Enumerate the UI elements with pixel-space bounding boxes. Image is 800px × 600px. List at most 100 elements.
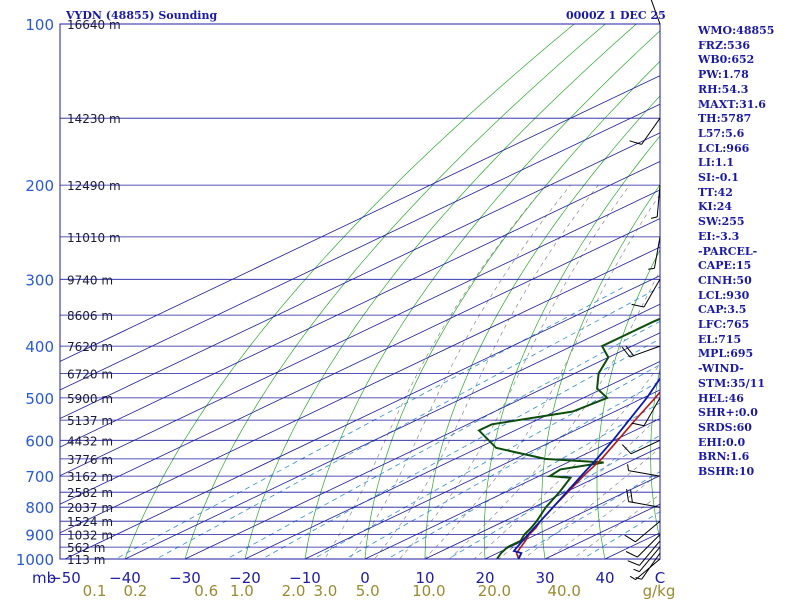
wind-barb (629, 558, 661, 581)
height-level-label: 4432 m (67, 434, 113, 448)
temperature-tick-label: 20 (475, 569, 494, 587)
index-item: WB0:652 (698, 53, 755, 67)
wind-barb-flag (626, 489, 629, 502)
index-item: BSHR:10 (698, 465, 755, 479)
isotherm-line (244, 360, 660, 559)
wind-barb (631, 279, 661, 308)
dewpoint-profile-line (477, 317, 660, 559)
isotherm-line (424, 446, 660, 559)
x-axis-unit-label: mb (32, 569, 56, 587)
mixing-ratio-tick-label: 0.6 (194, 582, 218, 600)
index-item: EHI:0.0 (698, 435, 746, 449)
mixing-ratio-line (225, 320, 660, 559)
wind-barb (629, 117, 661, 145)
index-item: TH:5787 (698, 112, 752, 126)
pressure-tick-label: 100 (25, 16, 54, 34)
wind-barb (627, 540, 661, 566)
temperature-tick-label: −30 (169, 569, 201, 587)
isotherm-line (60, 75, 660, 362)
mixing-ratio-line (114, 286, 625, 559)
wind-barb-staff (650, 0, 661, 25)
temperature-tick-label: −20 (229, 569, 261, 587)
index-item: -WIND- (698, 362, 744, 376)
isotherm-line (304, 389, 660, 559)
wind-barb (635, 552, 661, 580)
height-level-label: 11010 m (67, 231, 121, 245)
wind-barb-staff (643, 279, 661, 308)
wind-barb-staff (629, 345, 661, 358)
isotherm-line (364, 418, 660, 559)
wind-barb-staff (641, 117, 661, 145)
mixing-ratio-line (447, 434, 660, 559)
wind-barb (626, 489, 661, 508)
height-level-label: 12490 m (67, 179, 121, 193)
index-item: L57:5.6 (698, 126, 745, 140)
index-item: EI:-3.3 (698, 229, 740, 243)
index-item: TT:42 (698, 185, 733, 199)
wind-barb-flag (625, 345, 635, 357)
index-item: SHR+:0.0 (698, 406, 758, 420)
dry-adiabat-line (304, 30, 660, 559)
wind-barb-half-flag (629, 575, 636, 581)
index-item: FRZ:536 (698, 38, 751, 52)
mixing-ratio-tick-label: 5.0 (356, 582, 380, 600)
moist-adiabat-line (448, 270, 660, 559)
temperature-tick-label: 40 (595, 569, 614, 587)
temperature-tick-label: −40 (109, 569, 141, 587)
height-level-label: 7620 m (67, 340, 113, 354)
index-item: SW:255 (698, 215, 745, 229)
index-item: LCL:966 (698, 141, 750, 155)
wind-barb-staff (641, 552, 661, 580)
wind-barb-staff (639, 546, 661, 572)
wind-barb-flag (630, 489, 633, 503)
isotherm-line (60, 160, 660, 448)
height-level-label: 1524 m (67, 515, 113, 529)
isotherm-line (60, 132, 660, 419)
dry-adiabat-line (244, 24, 637, 559)
index-item: CAP:3.5 (698, 303, 747, 317)
moist-adiabat-line (473, 363, 660, 559)
wind-barb-flag (625, 551, 638, 558)
pressure-tick-label: 300 (25, 271, 54, 289)
index-item: MAXT:31.6 (698, 97, 766, 111)
index-item: CAPE:15 (698, 259, 752, 273)
index-item: SRDS:60 (698, 420, 752, 434)
wind-barb (624, 520, 661, 543)
pressure-tick-label: 800 (25, 499, 54, 517)
plot-frame (59, 23, 661, 560)
parcel-path-line (512, 376, 660, 559)
pressure-tick-label: 1000 (16, 551, 54, 569)
moist-adiabat-line (498, 414, 660, 559)
wind-barb-flag (629, 140, 642, 145)
wind-barb-half-flag (648, 267, 655, 270)
height-level-label: 9740 m (67, 273, 113, 287)
mixing-ratio-line (386, 402, 660, 559)
wind-barb-half-flag (635, 577, 642, 580)
mixing-ratio-tick-label: 40.0 (547, 582, 580, 600)
height-level-label: 1032 m (67, 529, 113, 543)
wind-barb-flag (627, 560, 640, 566)
index-item: STM:35/11 (698, 376, 765, 390)
temperature-tick-label: −10 (289, 569, 321, 587)
temperature-profile-line (515, 390, 660, 559)
height-level-label: 3162 m (67, 470, 113, 484)
index-item: WMO:48855 (698, 24, 775, 37)
temperature-unit-label: C (655, 569, 665, 587)
moist-adiabat-line (374, 184, 599, 559)
dry-adiabat-line (124, 24, 575, 559)
mixing-ratio-tick-label: 10.0 (412, 582, 445, 600)
mixing-ratio-tick-label: 2.0 (282, 582, 306, 600)
sounding-datetime: 0000Z 1 DEC 25 (566, 9, 666, 22)
wind-barb-staff (639, 540, 661, 566)
moist-adiabat-line (423, 193, 660, 559)
pressure-tick-label: 700 (25, 468, 54, 486)
wind-barb-flag (621, 346, 631, 358)
wind-barb (650, 185, 661, 219)
wind-barb-staff (656, 185, 661, 217)
dry-adiabat-line (424, 95, 660, 559)
dry-adiabat-line (364, 60, 660, 559)
moist-adiabat-line (349, 184, 571, 559)
moist-adiabat-line (324, 184, 547, 559)
wind-barb (621, 439, 661, 455)
mixing-ratio-line (581, 511, 660, 559)
